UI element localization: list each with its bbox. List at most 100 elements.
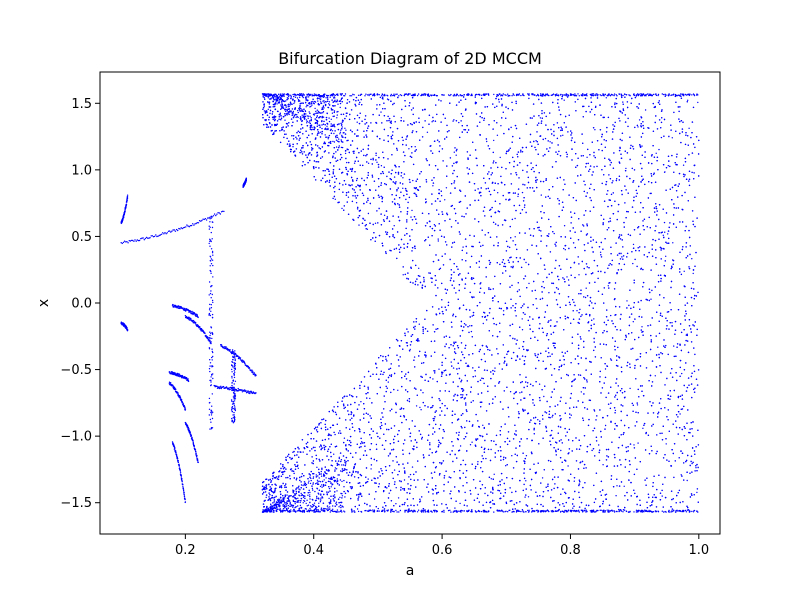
data-point — [308, 111, 310, 113]
data-point — [174, 230, 177, 232]
data-point — [210, 414, 213, 416]
data-point — [209, 339, 211, 342]
data-point — [408, 148, 410, 150]
data-point — [273, 95, 276, 97]
data-point — [333, 110, 336, 112]
data-point — [210, 421, 212, 423]
data-point — [311, 104, 313, 106]
data-point — [696, 491, 698, 494]
data-point — [195, 452, 197, 454]
data-point — [436, 510, 438, 512]
data-point — [430, 94, 432, 96]
data-point — [469, 444, 472, 446]
data-point — [126, 194, 129, 196]
data-point — [133, 240, 135, 242]
data-point — [177, 229, 179, 232]
data-point — [418, 267, 420, 269]
data-point — [366, 94, 369, 96]
data-point — [368, 94, 370, 97]
data-point — [211, 337, 213, 340]
data-point — [562, 134, 564, 136]
data-point — [211, 250, 214, 253]
data-point — [328, 101, 331, 103]
data-point — [453, 510, 456, 512]
data-point — [280, 105, 282, 107]
data-point — [616, 178, 618, 180]
data-point — [223, 210, 225, 213]
data-point — [376, 161, 378, 163]
data-point — [341, 470, 343, 473]
data-point — [312, 499, 314, 501]
data-point — [210, 307, 213, 309]
data-point — [321, 127, 323, 130]
data-point — [345, 115, 348, 117]
data-point — [293, 508, 295, 511]
data-point — [602, 511, 604, 513]
data-point — [618, 510, 620, 513]
data-point — [196, 314, 198, 317]
data-point — [339, 106, 341, 109]
data-point — [370, 509, 372, 512]
data-point — [671, 322, 673, 324]
data-point — [209, 331, 211, 333]
data-point — [393, 510, 395, 513]
data-point — [137, 239, 140, 242]
data-point — [173, 229, 175, 231]
data-point — [393, 176, 396, 178]
data-point — [330, 93, 333, 96]
data-point — [557, 95, 560, 97]
data-point — [252, 370, 254, 372]
data-point — [648, 510, 650, 513]
data-point — [306, 122, 308, 124]
data-point — [671, 510, 673, 512]
data-point — [411, 466, 414, 468]
data-point — [340, 94, 342, 96]
data-point — [614, 103, 616, 106]
data-point — [310, 117, 312, 119]
data-point — [233, 402, 235, 405]
data-point — [318, 446, 321, 448]
data-point — [320, 95, 322, 98]
data-point — [365, 93, 367, 95]
data-point — [636, 510, 639, 512]
data-point — [654, 93, 657, 95]
data-point — [433, 511, 436, 513]
data-point — [551, 416, 553, 418]
data-point — [207, 337, 209, 339]
data-point — [212, 355, 214, 358]
data-point — [177, 307, 179, 309]
data-point — [535, 509, 538, 512]
data-point — [264, 510, 266, 513]
data-point — [514, 217, 516, 220]
data-point — [209, 314, 212, 317]
data-point — [281, 509, 283, 512]
data-point — [330, 502, 332, 504]
data-point — [330, 118, 332, 121]
data-point — [317, 481, 319, 483]
data-point — [664, 510, 666, 513]
data-point — [458, 121, 460, 124]
data-point — [231, 384, 233, 387]
data-point — [357, 510, 360, 513]
data-point — [290, 94, 292, 97]
data-point — [321, 484, 323, 486]
data-point — [682, 93, 685, 96]
data-point — [339, 479, 342, 481]
data-point — [293, 95, 295, 98]
data-point — [212, 254, 214, 256]
data-point — [219, 213, 222, 215]
data-point — [290, 509, 292, 511]
data-point — [210, 376, 212, 378]
data-point — [211, 293, 213, 296]
data-point — [650, 298, 652, 300]
data-point — [237, 387, 239, 390]
data-point — [539, 93, 542, 95]
data-point — [679, 413, 681, 415]
data-point — [652, 93, 655, 96]
data-point — [343, 437, 346, 439]
data-point — [447, 509, 450, 512]
data-point — [328, 117, 330, 119]
data-point — [210, 215, 213, 218]
data-point — [493, 511, 495, 513]
data-point — [635, 511, 638, 513]
